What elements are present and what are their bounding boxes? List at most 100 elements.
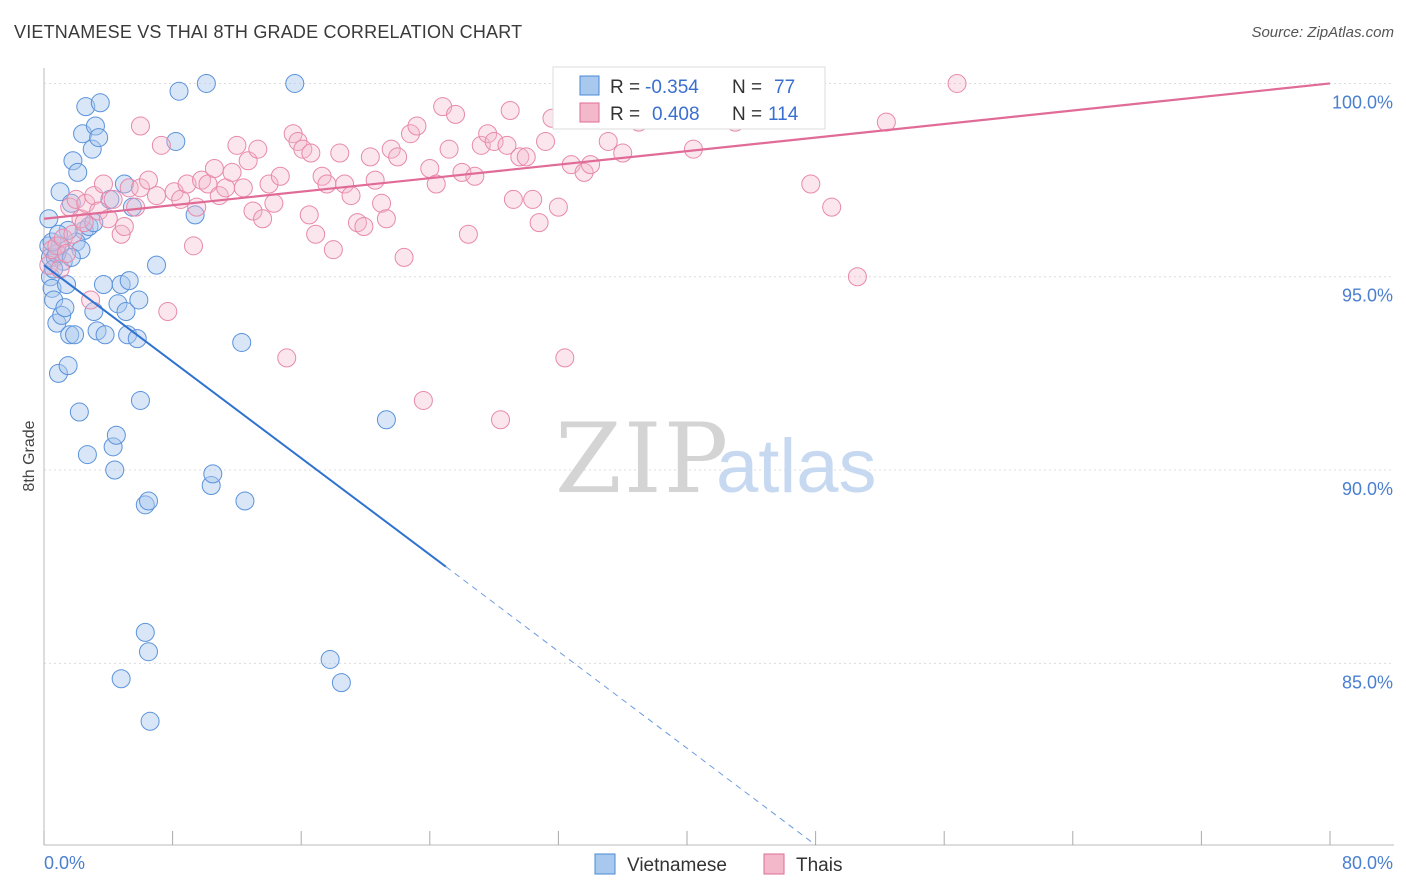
data-point — [138, 642, 158, 662]
data-point — [407, 116, 427, 136]
data-point — [127, 329, 147, 349]
data-point — [598, 131, 618, 151]
data-point — [529, 213, 549, 233]
watermark: ZIP atlas — [555, 403, 877, 515]
data-point — [119, 178, 139, 198]
data-point — [177, 174, 197, 194]
data-point — [93, 174, 113, 194]
legend-swatch-vietnamese — [579, 75, 600, 96]
legend-r-value-1: -0.354 — [645, 77, 699, 98]
data-point — [105, 460, 125, 480]
data-point — [185, 205, 205, 225]
data-point — [341, 186, 361, 206]
data-point — [39, 255, 59, 275]
data-point — [74, 213, 94, 233]
data-point — [53, 228, 73, 248]
data-point — [458, 224, 478, 244]
data-point — [57, 244, 77, 264]
y-tick-label: 85.0% — [1342, 672, 1393, 692]
data-point — [235, 491, 255, 511]
legend-n-label-1: N = — [732, 77, 762, 98]
data-point — [138, 170, 158, 190]
legend-n-label-2: N = — [732, 104, 762, 125]
legend-n-value-1: 77 — [774, 77, 795, 98]
trend-lines — [43, 82, 1331, 846]
data-point — [331, 673, 351, 693]
trend-line-vietnamese-extension — [445, 566, 816, 846]
data-point — [536, 131, 556, 151]
data-point — [151, 135, 171, 155]
data-point — [135, 622, 155, 642]
data-point — [285, 73, 305, 93]
data-point — [90, 93, 110, 113]
data-point — [365, 170, 385, 190]
data-point — [426, 174, 446, 194]
data-point — [147, 255, 167, 275]
legend-r-label-1: R = — [610, 77, 640, 98]
data-point — [270, 166, 290, 186]
data-point — [465, 166, 485, 186]
data-point — [491, 410, 511, 430]
data-point — [52, 305, 72, 325]
data-point — [85, 116, 105, 136]
y-tick-label: 100.0% — [1332, 92, 1393, 112]
data-point — [130, 116, 150, 136]
data-point — [48, 363, 68, 383]
series-thais — [39, 73, 967, 430]
data-point — [413, 390, 433, 410]
data-point — [63, 151, 83, 171]
data-point — [439, 139, 459, 159]
data-point — [822, 197, 842, 217]
data-point — [82, 139, 102, 159]
data-point — [388, 147, 408, 167]
data-point — [50, 182, 70, 202]
data-point — [55, 298, 75, 318]
y-tick-label: 90.0% — [1342, 479, 1393, 499]
data-point — [259, 174, 279, 194]
data-point — [183, 236, 203, 256]
bottom-legend-swatch-vietnamese — [594, 853, 616, 875]
data-point — [497, 135, 517, 155]
data-point — [381, 139, 401, 159]
data-point — [232, 332, 252, 352]
axes — [43, 68, 1394, 846]
data-point — [126, 197, 146, 217]
data-point — [65, 325, 85, 345]
data-point — [248, 139, 268, 159]
y-axis-label: 8th Grade — [21, 420, 38, 491]
data-point — [98, 209, 118, 229]
data-point — [243, 201, 263, 221]
data-point — [187, 197, 207, 217]
data-point — [63, 224, 83, 244]
data-point — [401, 124, 421, 144]
data-point — [555, 348, 575, 368]
data-point — [60, 325, 80, 345]
legend-swatch-thais — [579, 102, 600, 123]
y-tick-label: 95.0% — [1342, 286, 1393, 306]
data-point — [108, 294, 128, 314]
data-point — [66, 189, 86, 209]
data-point — [68, 162, 88, 182]
data-point — [277, 348, 297, 368]
data-point — [516, 147, 536, 167]
data-point — [548, 197, 568, 217]
data-point — [574, 162, 594, 182]
data-point — [320, 649, 340, 669]
data-point — [129, 290, 149, 310]
bottom-legend: Vietnamese Thais — [594, 853, 842, 876]
data-point — [119, 271, 139, 291]
legend: R = -0.354 N = 77 R = 0.408 N = 114 — [552, 66, 826, 130]
data-point — [130, 178, 150, 198]
data-point — [204, 159, 224, 179]
data-point — [103, 189, 123, 209]
data-point — [158, 302, 178, 322]
data-point — [106, 425, 126, 445]
trend-line-thais — [43, 82, 1331, 220]
data-point — [138, 491, 158, 511]
data-point — [471, 135, 491, 155]
data-point — [103, 437, 123, 457]
watermark-zip: ZIP — [555, 403, 730, 515]
data-point — [306, 224, 326, 244]
data-point — [130, 390, 150, 410]
